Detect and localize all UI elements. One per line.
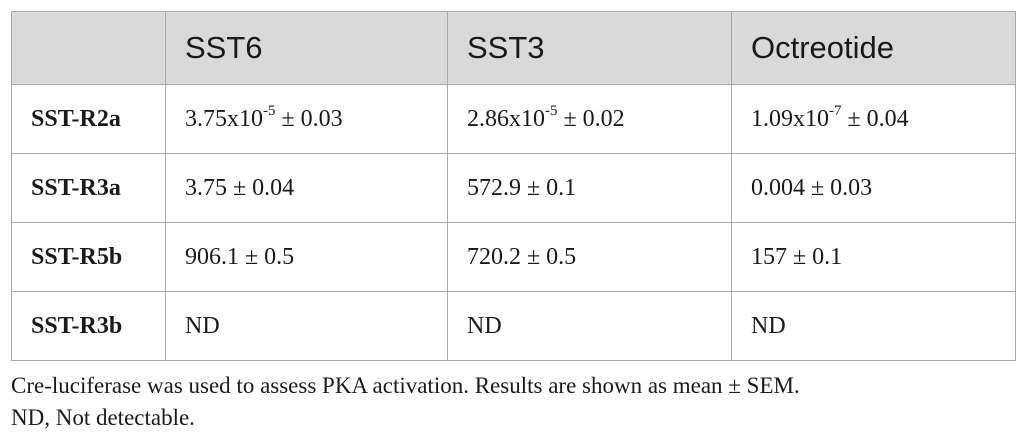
header-row: SST6 SST3 Octreotide — [11, 11, 1016, 85]
row-label: SST-R3b — [11, 291, 166, 361]
table-cell: 572.9 ± 0.1 — [447, 153, 732, 223]
receptor-activation-table: SST6 SST3 Octreotide SST-R2a 3.75x10-5 ±… — [11, 11, 1016, 361]
cell-rest: ± 0.02 — [557, 105, 625, 132]
cell-exponent: -7 — [829, 102, 842, 119]
table-cell: 2.86x10-5 ± 0.02 — [447, 84, 732, 154]
cell-rest: ± 0.03 — [275, 105, 343, 132]
table-cell: 0.004 ± 0.03 — [731, 153, 1016, 223]
table-row: SST-R3a 3.75 ± 0.04 572.9 ± 0.1 0.004 ± … — [11, 153, 1016, 223]
table-footnote: Cre-luciferase was used to assess PKA ac… — [11, 370, 1015, 434]
row-label: SST-R2a — [11, 84, 166, 154]
header-cell-sst6: SST6 — [165, 11, 448, 85]
table-cell: 1.09x10-7 ± 0.04 — [731, 84, 1016, 154]
table-cell: 720.2 ± 0.5 — [447, 222, 732, 292]
data-table-container: SST6 SST3 Octreotide SST-R2a 3.75x10-5 ±… — [11, 11, 1016, 361]
cell-exponent: -5 — [263, 102, 276, 119]
row-label: SST-R3a — [11, 153, 166, 223]
footnote-line: Cre-luciferase was used to assess PKA ac… — [11, 373, 800, 398]
cell-base: 3.75x10 — [185, 105, 263, 132]
row-label: SST-R5b — [11, 222, 166, 292]
table-body: SST-R2a 3.75x10-5 ± 0.03 2.86x10-5 ± 0.0… — [11, 84, 1016, 361]
header-cell-octreotide: Octreotide — [731, 11, 1016, 85]
cell-exponent: -5 — [545, 102, 558, 119]
table-cell: 3.75 ± 0.04 — [165, 153, 448, 223]
table-cell: 906.1 ± 0.5 — [165, 222, 448, 292]
cell-rest: ± 0.04 — [841, 105, 909, 132]
header-corner-cell — [11, 11, 166, 85]
table-cell: ND — [165, 291, 448, 361]
table-row: SST-R3b ND ND ND — [11, 291, 1016, 361]
table-row: SST-R5b 906.1 ± 0.5 720.2 ± 0.5 157 ± 0.… — [11, 222, 1016, 292]
cell-base: 2.86x10 — [467, 105, 545, 132]
table-row: SST-R2a 3.75x10-5 ± 0.03 2.86x10-5 ± 0.0… — [11, 84, 1016, 154]
table-header: SST6 SST3 Octreotide — [11, 11, 1016, 85]
table-cell: 157 ± 0.1 — [731, 222, 1016, 292]
table-cell: ND — [447, 291, 732, 361]
table-cell: 3.75x10-5 ± 0.03 — [165, 84, 448, 154]
table-cell: ND — [731, 291, 1016, 361]
header-cell-sst3: SST3 — [447, 11, 732, 85]
footnote-line: ND, Not detectable. — [11, 405, 195, 430]
cell-base: 1.09x10 — [751, 105, 829, 132]
